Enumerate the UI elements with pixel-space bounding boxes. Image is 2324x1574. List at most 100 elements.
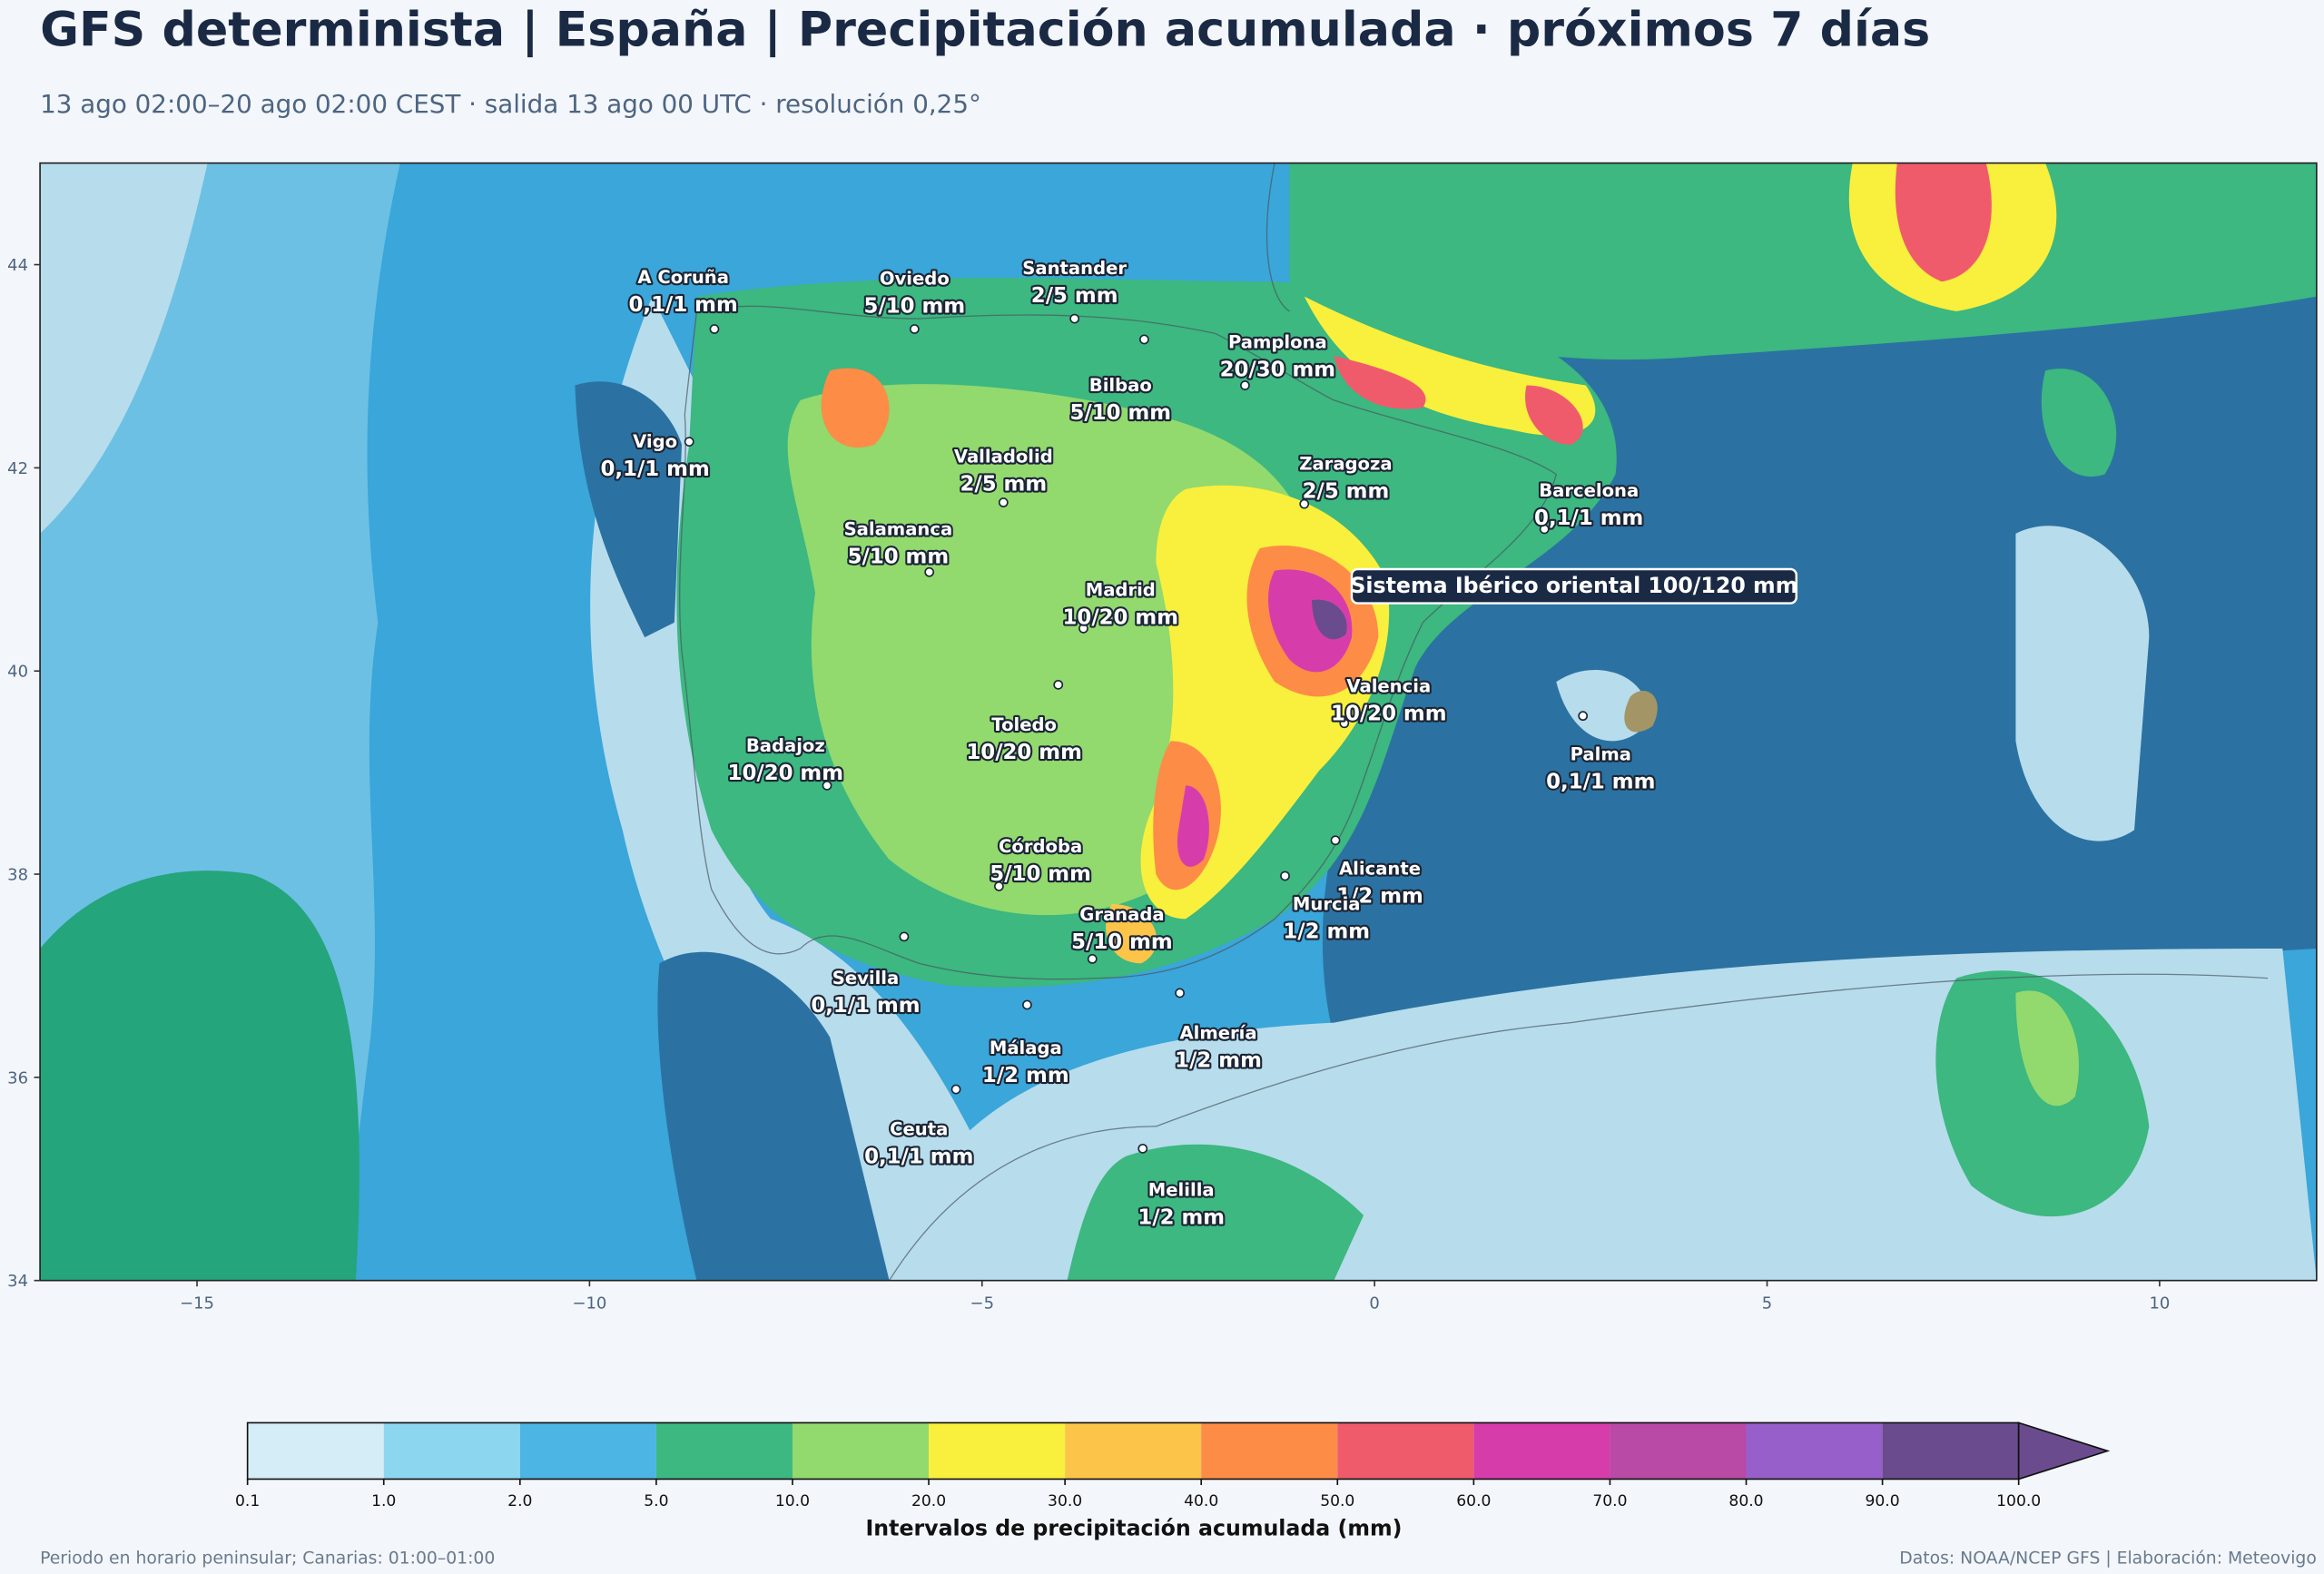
y-tick-label: 42 xyxy=(7,459,28,478)
city-value: 1/2 mm xyxy=(1175,1049,1262,1073)
city-dot xyxy=(1139,334,1149,345)
y-tick-label: 34 xyxy=(7,1272,28,1291)
city-value: 0,1/1 mm xyxy=(600,457,709,481)
city-dot xyxy=(1022,999,1032,1010)
colorbar-tick-label: 30.0 xyxy=(1048,1492,1082,1510)
city-value: 5/10 mm xyxy=(864,295,966,319)
city-value: 0,1/1 mm xyxy=(811,994,920,1018)
city-name: Valladolid xyxy=(954,446,1053,467)
colorbar-tick-label: 80.0 xyxy=(1728,1492,1763,1510)
city-name: Córdoba xyxy=(999,836,1082,857)
city-name: Palma xyxy=(1571,744,1631,765)
colorbar-frame xyxy=(246,1422,2020,1481)
city-dot xyxy=(1137,1143,1148,1154)
city-value: 2/5 mm xyxy=(1031,284,1118,308)
colorbar-segment xyxy=(655,1422,793,1480)
city-dot xyxy=(1240,380,1250,390)
x-tick-label: 10 xyxy=(2149,1294,2170,1313)
city-name: Badajoz xyxy=(746,735,825,756)
colorbar-tick-label: 90.0 xyxy=(1866,1492,1900,1510)
map-frame xyxy=(39,162,2318,1282)
city-dot xyxy=(1280,871,1290,881)
city-name: Barcelona xyxy=(1539,480,1639,501)
colorbar-tick-label: 50.0 xyxy=(1320,1492,1354,1510)
colorbar-segment xyxy=(519,1422,656,1480)
city-name: Madrid xyxy=(1086,579,1156,600)
city-value: 5/10 mm xyxy=(1069,401,1171,425)
city-name: Ceuta xyxy=(890,1119,948,1140)
city-value: 1/2 mm xyxy=(1336,884,1423,908)
colorbar-tick-label: 60.0 xyxy=(1456,1492,1491,1510)
colorbar-tick-label: 2.0 xyxy=(507,1492,532,1510)
colorbar-segment xyxy=(247,1422,384,1480)
subtitle: 13 ago 02:00–20 ago 02:00 CEST · salida … xyxy=(40,89,981,119)
city-value: 1/2 mm xyxy=(1137,1206,1225,1230)
city-dot xyxy=(950,1084,961,1095)
colorbar-tick-label: 5.0 xyxy=(644,1492,668,1510)
city-dot xyxy=(994,881,1004,891)
city-dot xyxy=(899,931,910,942)
city-name: Granada xyxy=(1079,904,1164,925)
city-name: Oviedo xyxy=(880,269,950,290)
city-value: 20/30 mm xyxy=(1220,359,1335,382)
annotation-text: Sistema Ibérico oriental 100/120 mm xyxy=(1350,573,1797,598)
city-dot xyxy=(1087,954,1098,964)
city-dot xyxy=(684,437,694,447)
colorbar-segment xyxy=(792,1422,930,1480)
colorbar-tick-label: 100.0 xyxy=(1996,1492,2041,1510)
city-value: 0,1/1 mm xyxy=(629,293,738,317)
city-dot xyxy=(709,324,720,334)
x-tick-label: −15 xyxy=(180,1294,214,1313)
y-tick-label: 38 xyxy=(7,866,28,885)
colorbar-label: Intervalos de precipitación acumulada (m… xyxy=(866,1515,1403,1540)
city-name: Zaragoza xyxy=(1299,454,1392,475)
city-dot xyxy=(1330,835,1341,846)
city-dot xyxy=(1339,718,1350,729)
colorbar-tick-label: 70.0 xyxy=(1592,1492,1627,1510)
city-value: 10/20 mm xyxy=(966,741,1081,764)
city-dot xyxy=(998,497,1009,507)
city-dot xyxy=(924,566,935,577)
colorbar-tick-label: 40.0 xyxy=(1184,1492,1218,1510)
x-tick-label: 5 xyxy=(1762,1294,1772,1313)
colorbar-segment xyxy=(1610,1422,1747,1480)
colorbar-segment xyxy=(1473,1422,1610,1480)
city-value: 2/5 mm xyxy=(1303,480,1390,504)
city-value: 0,1/1 mm xyxy=(1546,771,1655,794)
x-tick-label: −5 xyxy=(970,1294,994,1313)
city-name: Vigo xyxy=(633,431,677,452)
x-tick-label: 0 xyxy=(1369,1294,1379,1313)
city-name: A Coruña xyxy=(637,267,729,288)
city-name: Bilbao xyxy=(1089,375,1152,396)
city-value: 10/20 mm xyxy=(1331,703,1446,726)
city-value: 1/2 mm xyxy=(1283,920,1370,944)
colorbar-segment xyxy=(929,1422,1066,1480)
city-name: Sevilla xyxy=(832,968,900,989)
city-value: 10/20 mm xyxy=(1063,605,1178,629)
colorbar-segment xyxy=(1201,1422,1338,1480)
city-value: 0,1/1 mm xyxy=(1534,507,1643,530)
y-tick-label: 36 xyxy=(7,1068,28,1087)
city-value: 1/2 mm xyxy=(982,1064,1069,1087)
city-name: Salamanca xyxy=(844,518,953,539)
y-tick-label: 44 xyxy=(7,256,28,275)
city-name: Almería xyxy=(1179,1023,1256,1044)
y-tick-label: 40 xyxy=(7,663,28,682)
city-name: Alicante xyxy=(1339,858,1421,879)
precip-field xyxy=(40,162,2317,1281)
annotation: Sistema Ibérico oriental 100/120 mm xyxy=(1350,567,1797,605)
city-name: Murcia xyxy=(1293,894,1361,915)
colorbar-segment xyxy=(1337,1422,1474,1480)
colorbar-segment xyxy=(1882,1422,2019,1480)
city-name: Málaga xyxy=(990,1038,1062,1058)
city-dot xyxy=(1299,498,1310,509)
city-name: Toledo xyxy=(991,714,1057,735)
annotation-box xyxy=(1350,567,1797,605)
city-dot xyxy=(1069,313,1080,324)
city-value: 0,1/1 mm xyxy=(864,1146,973,1169)
city-value: 5/10 mm xyxy=(848,545,950,568)
city-name: Santander xyxy=(1022,258,1127,279)
city-dot xyxy=(1578,711,1589,722)
colorbar-tick-label: 0.1 xyxy=(235,1492,260,1510)
